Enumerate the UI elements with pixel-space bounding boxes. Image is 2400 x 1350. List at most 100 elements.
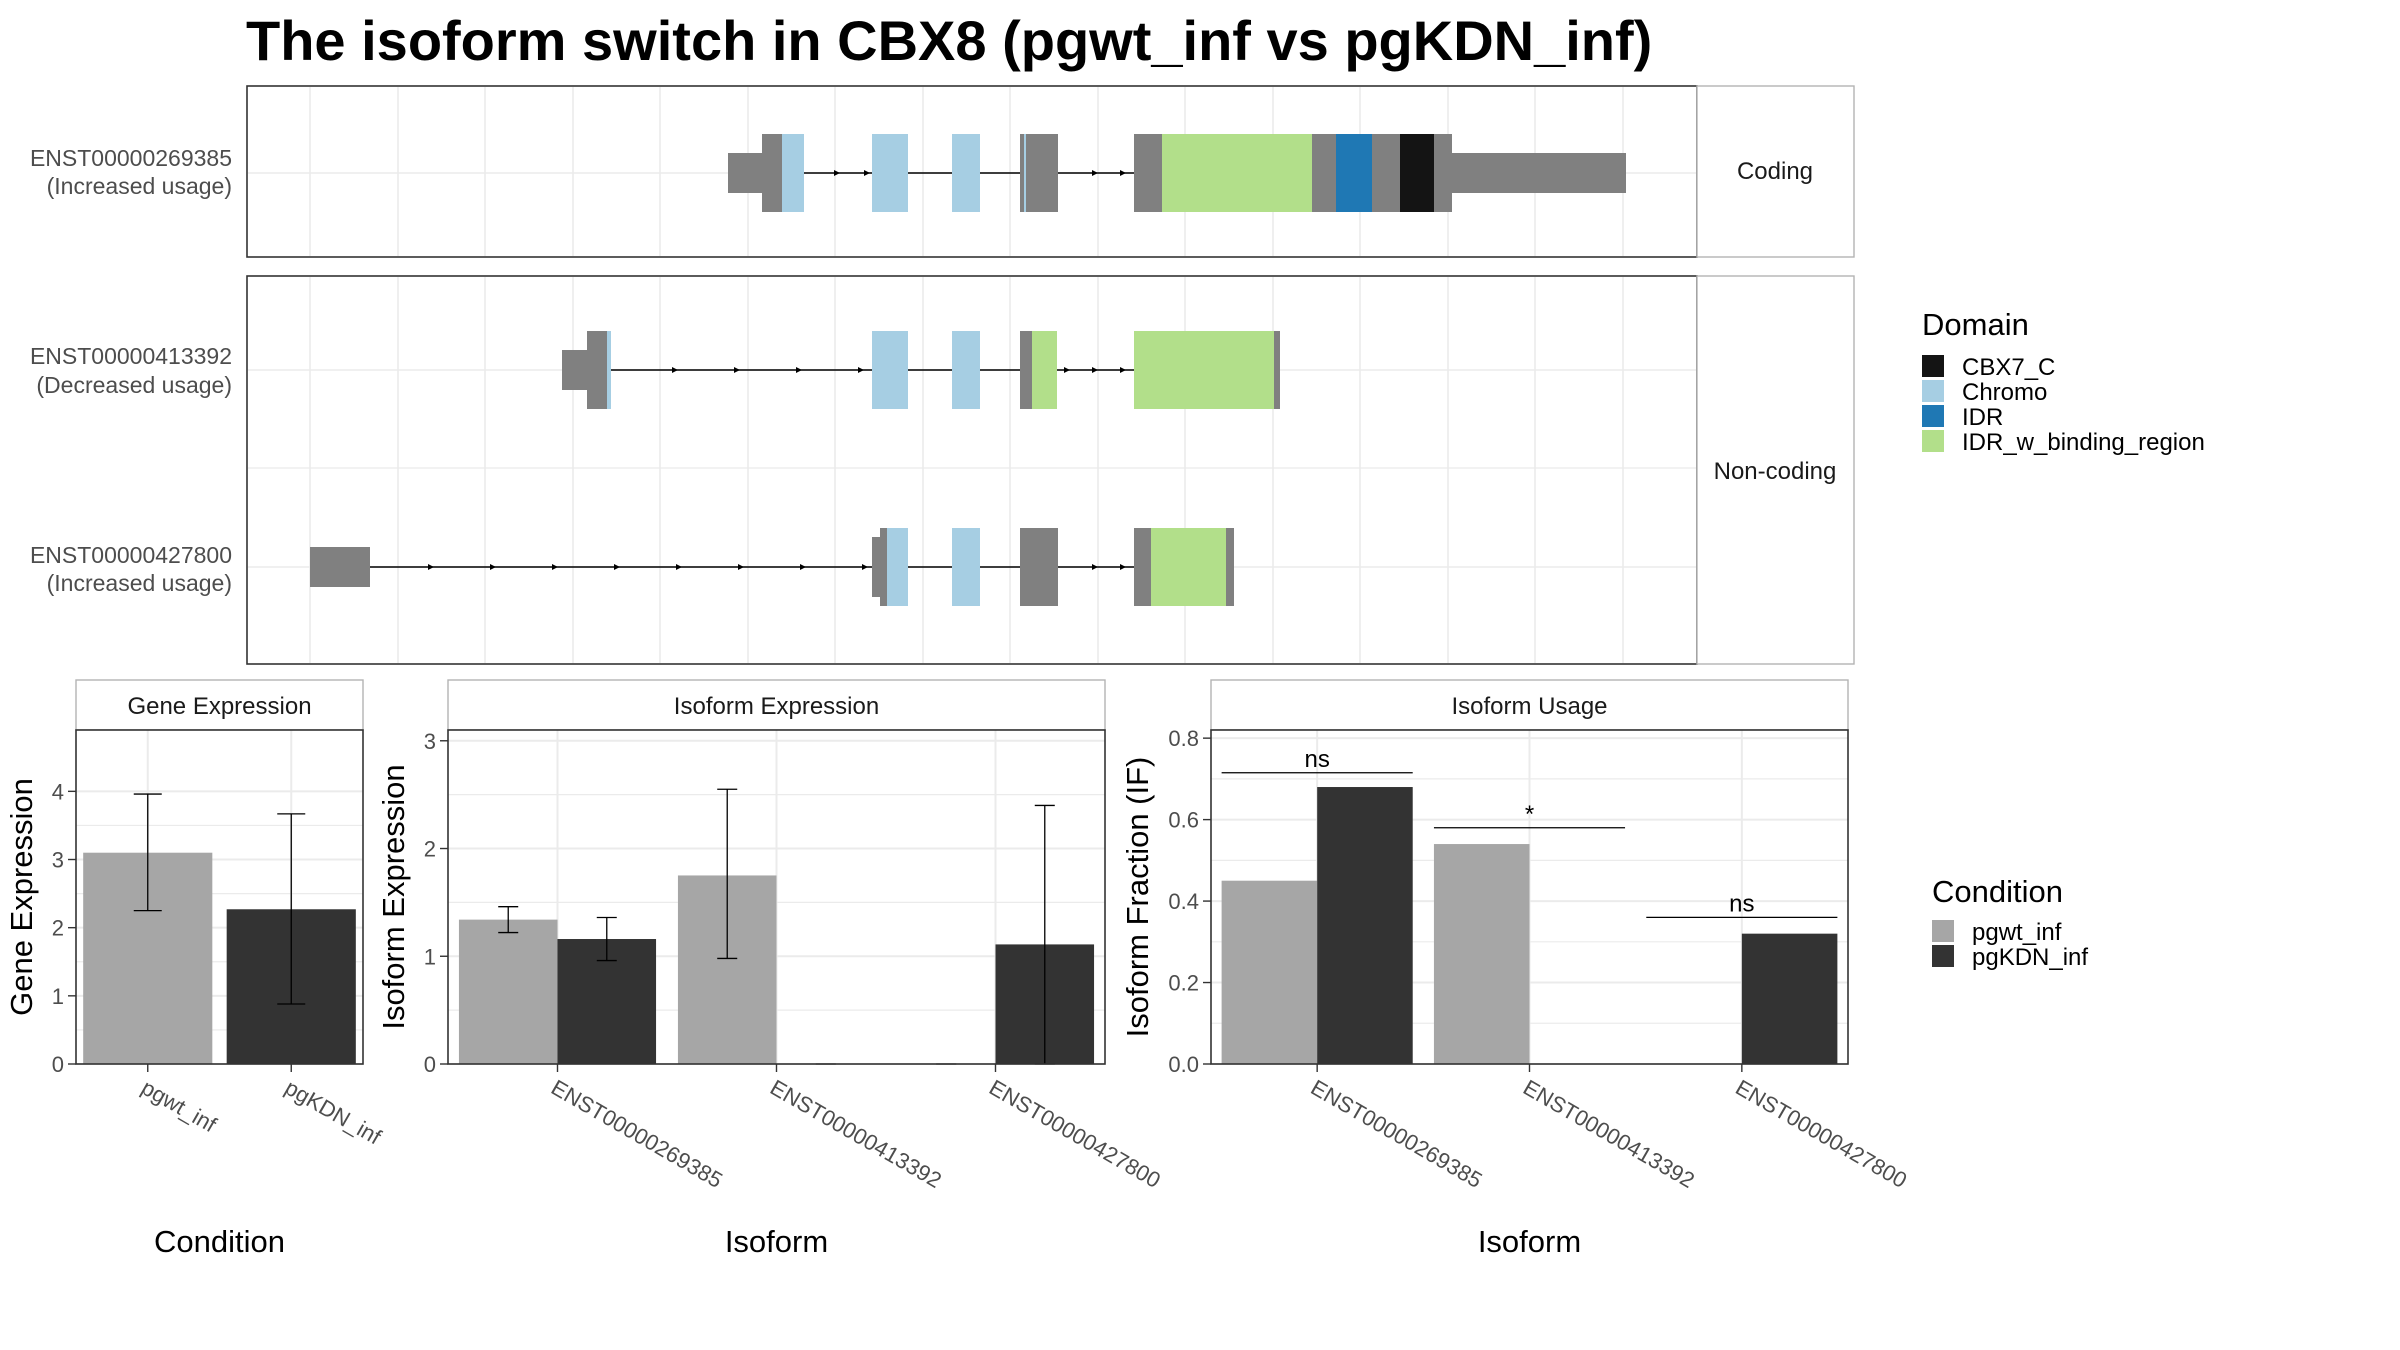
y-tick-label: 0.6 [1168,808,1199,833]
exon [310,547,370,587]
x-tick-label: ENST00000269385 [1307,1075,1487,1193]
strip-label-noncoding: Non-coding [1714,458,1837,485]
bar [1433,844,1530,1064]
exon [1020,528,1024,606]
domain-legend: Domain CBX7_C Chromo IDR IDR_w_binding_r… [1922,307,2205,456]
y-tick-label: 1 [52,984,64,1009]
exon [880,528,887,606]
intron-direction-arrow [676,564,682,570]
x-tick-label: ENST00000413392 [1519,1075,1699,1193]
figure-title: The isoform switch in CBX8 (pgwt_inf vs … [246,9,1652,72]
exon [1020,134,1024,212]
y-tick-label: 0 [52,1052,64,1077]
bar [1317,787,1413,1064]
y-tick-label: 0.4 [1168,889,1199,914]
exon [1274,331,1280,409]
chart-gene-expression: Gene Expression 0 1 2 3 4 pgwt_inf pgKDN_inf Con… [4,679,386,1259]
facet-strip [447,679,1106,731]
transcript-structure-plot: Coding Non-coding ENST00000269385 (Incre… [30,85,1855,665]
transcript-label-usage: (Increased usage) [47,570,232,596]
legend-label-idr-w-binding-region: IDR_w_binding_region [1962,429,2205,456]
intron-direction-arrow [858,367,864,373]
y-axis-title: Gene Expression [4,778,39,1016]
transcript-label-usage: (Increased usage) [47,173,232,199]
intron-direction-arrow [490,564,496,570]
exon [1134,134,1162,212]
intron-direction-arrow [862,564,868,570]
chart-isoform-usage: Isoform Usage ns * ns 0.0 0.2 0.4 0.6 0.8 ENST000… [1120,679,1911,1259]
exon [872,537,881,597]
intron-direction-arrow [738,564,744,570]
strip-label-coding: Coding [1737,158,1813,185]
transcript-label-usage: (Decreased usage) [36,372,232,398]
intron-direction-arrow [428,564,434,570]
y-axis-title: Isoform Fraction (IF) [1120,757,1155,1038]
domain-legend-title: Domain [1922,307,2029,342]
exon [1026,134,1058,212]
y-tick-label: 3 [424,729,436,754]
intron-direction-arrow [552,564,558,570]
domain-chromo [952,134,980,212]
facet-strip-label: Isoform Usage [1451,693,1607,720]
x-axis-title: Condition [154,1224,285,1259]
domain-chromo [607,331,611,409]
intron-direction-arrow [1092,367,1098,373]
intron-direction-arrow [1120,367,1126,373]
chart-isoform-expression: Isoform Expression 0 1 2 3 ENST00000269385 ENS… [376,679,1165,1259]
y-tick-label: 1 [424,944,436,969]
facet-strip-label: Gene Expression [127,693,311,720]
x-tick-label: ENST00000427800 [1731,1075,1911,1193]
intron-direction-arrow [1120,170,1126,176]
exon [587,331,607,409]
domain-chromo [952,528,980,606]
intron-direction-arrow [734,367,740,373]
exon [1372,134,1400,212]
bar [458,919,558,1064]
domain-chromo [1024,134,1026,212]
transcript-label-id: ENST00000427800 [30,542,232,568]
y-tick-label: 0.8 [1168,726,1199,751]
exon [1024,528,1058,606]
transcript-label-id: ENST00000269385 [30,145,232,171]
bar [1221,880,1318,1064]
significance-label: * [1525,801,1534,828]
domain-idr-w-binding-region [1151,528,1226,606]
x-tick-label: ENST00000413392 [766,1075,946,1193]
exon [562,350,587,390]
domain-idr [1336,134,1372,212]
facet-strip-label: Isoform Expression [674,693,879,720]
y-tick-label: 2 [52,916,64,941]
y-tick-label: 3 [52,848,64,873]
domain-idr-w-binding-region [1032,331,1057,409]
facet-strip [75,679,364,731]
domain-chromo [952,331,980,409]
x-axis-title: Isoform [1478,1224,1581,1259]
strip-coding [1696,85,1855,258]
intron-direction-arrow [1092,564,1098,570]
intron-direction-arrow [800,564,806,570]
intron-direction-arrow [864,170,870,176]
legend-key-chromo [1922,380,1944,402]
significance-label: ns [1304,746,1329,773]
plot-border [75,729,364,1065]
exon [1312,134,1336,212]
intron-direction-arrow [1120,564,1126,570]
x-tick-label: pgKDN_inf [281,1075,386,1150]
x-tick-label: ENST00000427800 [985,1075,1165,1193]
legend-key-pgwt-inf [1932,920,1954,942]
domain-chromo [887,528,908,606]
intron-direction-arrow [672,367,678,373]
exon [1434,134,1452,212]
exon [1452,153,1626,193]
exon [1226,528,1234,606]
legend-key-pgkdn-inf [1932,945,1954,967]
legend-label-pgkdn-inf: pgKDN_inf [1972,944,2088,971]
legend-label-idr: IDR [1962,404,2003,431]
legend-key-idr [1922,405,1944,427]
exon [1020,331,1024,409]
y-tick-label: 0.0 [1168,1052,1199,1077]
exon [728,153,762,193]
intron-direction-arrow [834,170,840,176]
y-tick-label: 4 [52,779,64,804]
